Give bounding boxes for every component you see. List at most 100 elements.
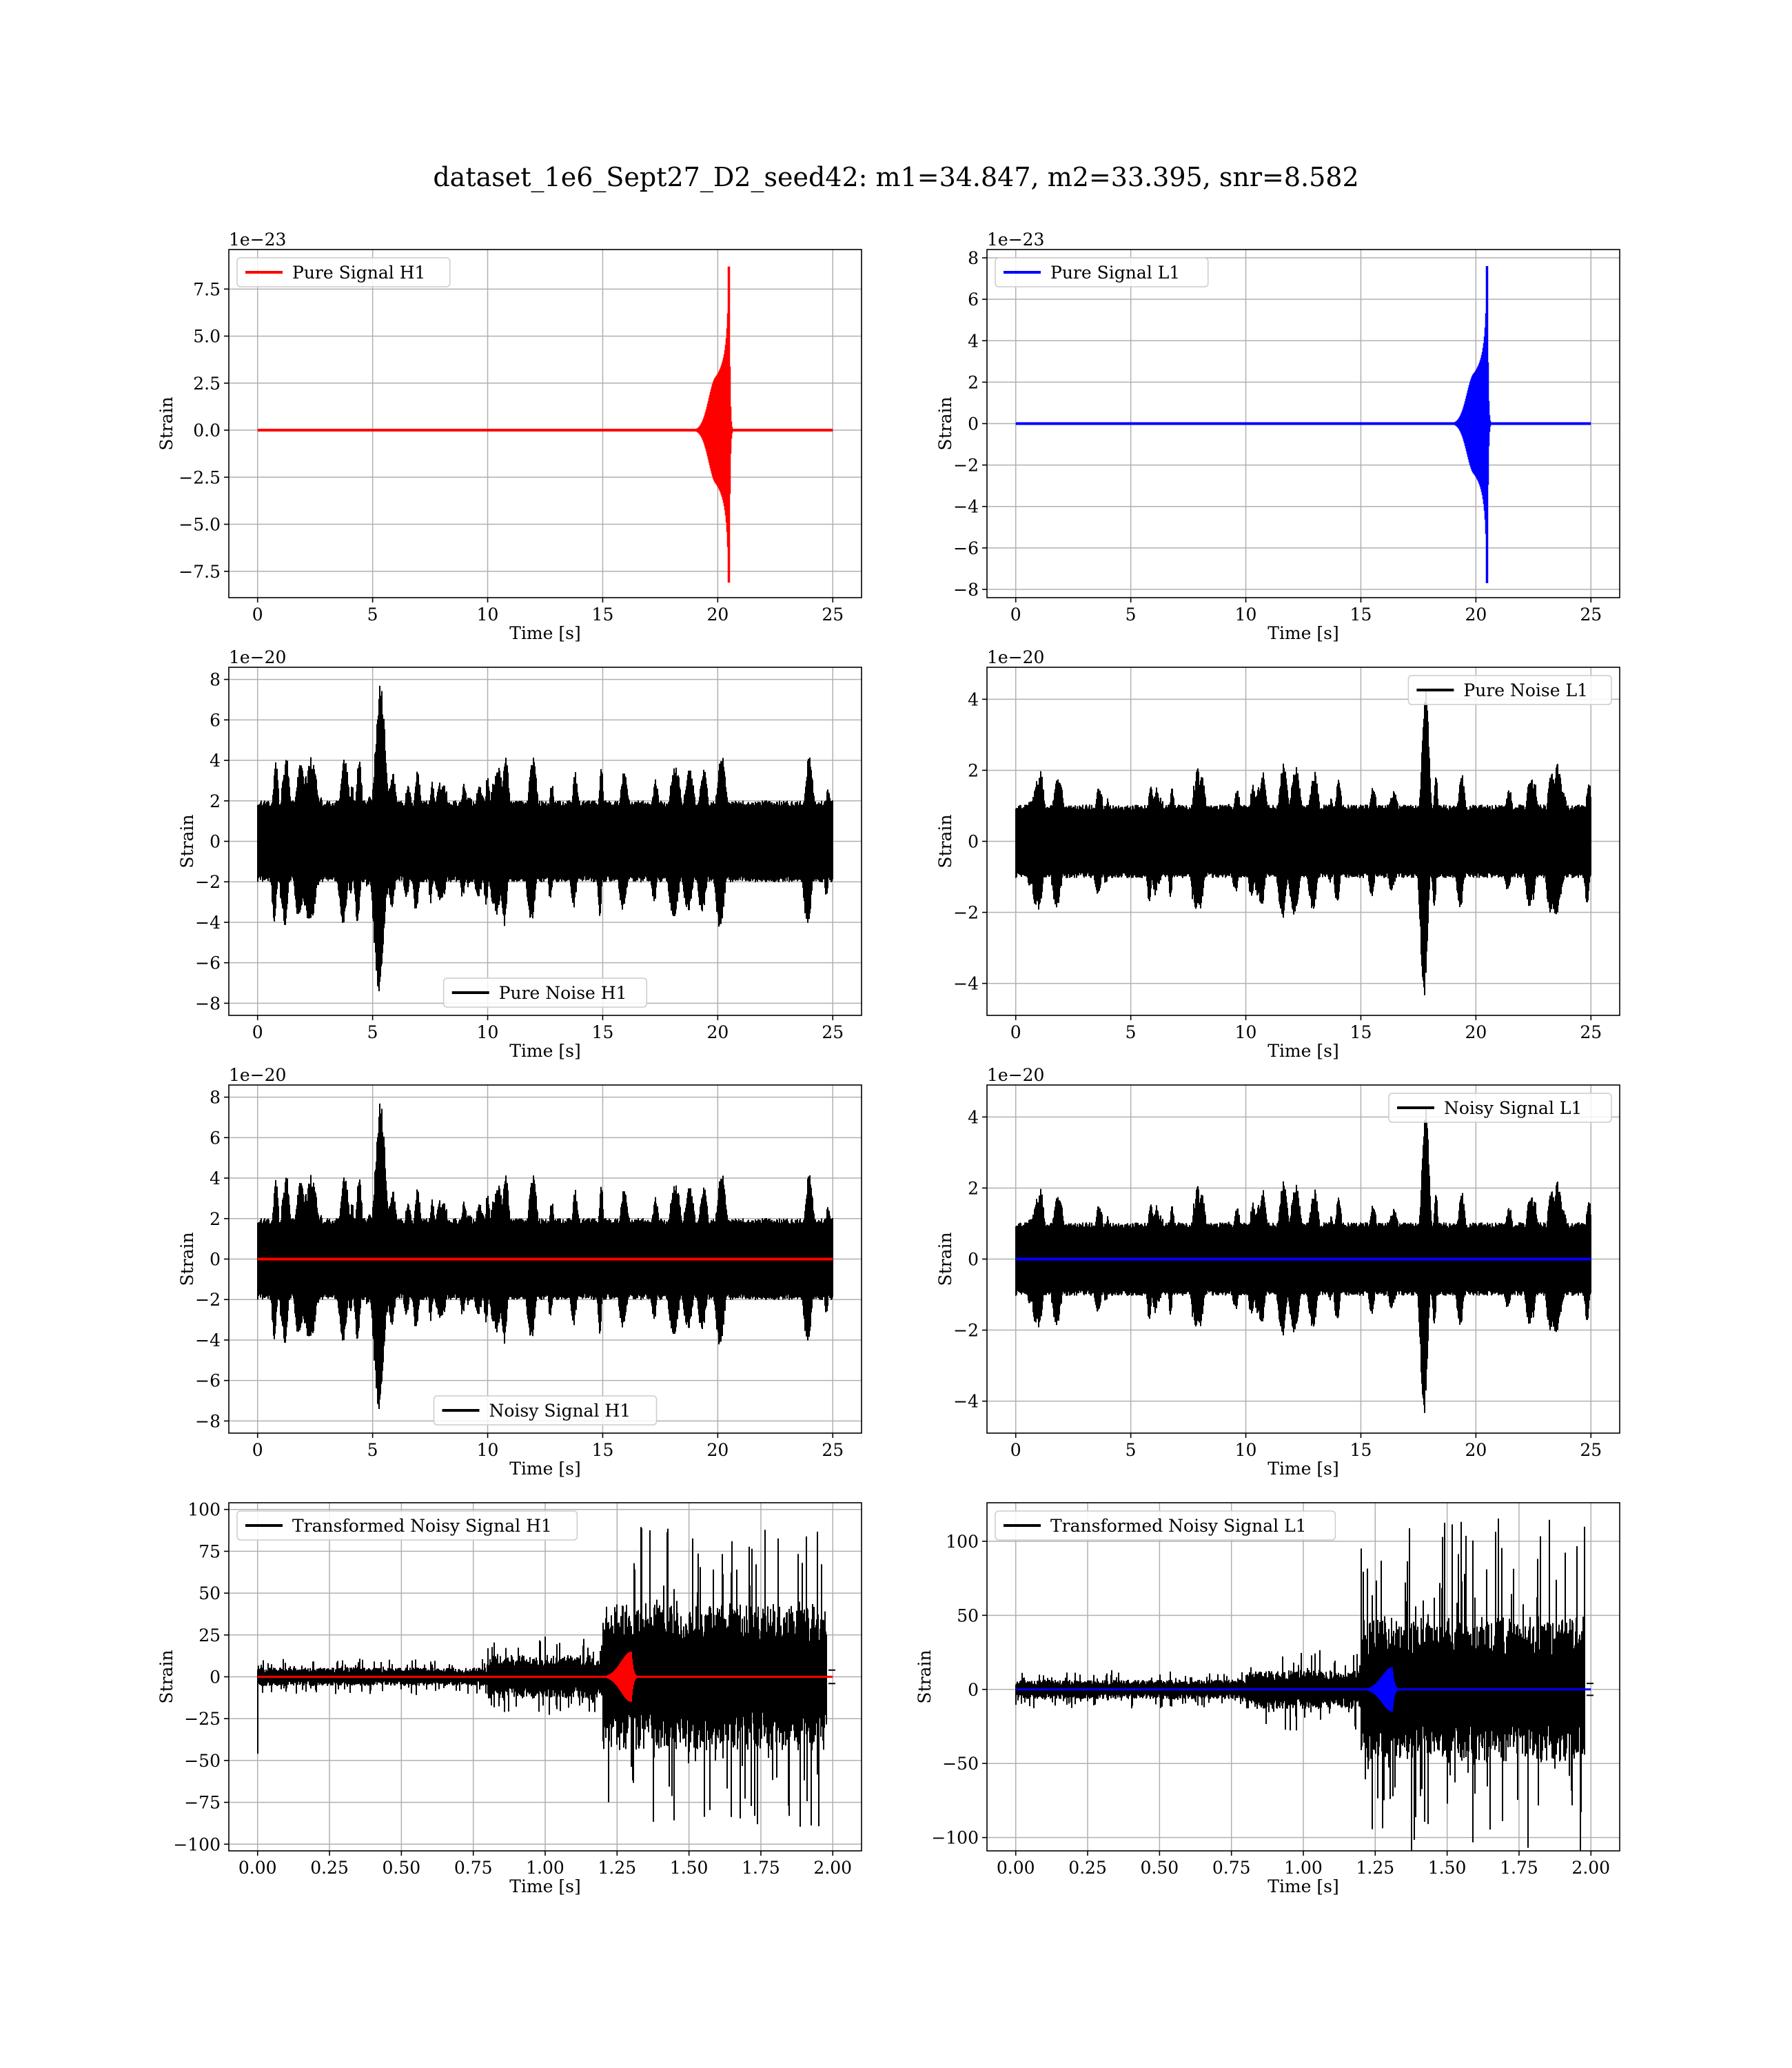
chirp-waveform xyxy=(682,266,735,583)
y-tick-label: 2 xyxy=(968,760,979,780)
y-tick-label: −2 xyxy=(195,872,221,892)
axes-pure-noise-h1: 0 5 10 15 20 25 −8 −6 −4 −2 0 2 4 6 8 Time [s] Strain 1e−… xyxy=(177,647,862,1061)
x-tick-label: 20 xyxy=(1465,1022,1487,1042)
y-tick-label: −6 xyxy=(953,538,979,558)
legend: Pure Noise H1 xyxy=(442,977,648,1008)
x-tick-label: 10 xyxy=(1235,1440,1257,1460)
plot-area xyxy=(1015,266,1591,583)
legend: Pure Noise L1 xyxy=(1407,675,1612,705)
y-tick-label: 0 xyxy=(968,1680,979,1700)
y-tick-label: −4 xyxy=(195,1330,221,1350)
x-tick-label: 5 xyxy=(1126,1440,1137,1460)
axes-pure-signal-l1: 0 5 10 15 20 25 −8 −6 −4 −2 0 2 4 6 8 Time [s] Strain 1e−… xyxy=(935,230,1620,643)
x-tick-label: 1.50 xyxy=(670,1858,709,1878)
x-tick-label: 1.25 xyxy=(1356,1858,1394,1878)
x-tick-label: 15 xyxy=(1350,1022,1372,1042)
x-tick-label: 0 xyxy=(1010,1440,1021,1460)
y-axis-label: Strain xyxy=(177,1232,197,1286)
y-tick-label: 100 xyxy=(946,1532,979,1552)
x-tick-label: 20 xyxy=(706,1022,729,1042)
y-tick-label: 0 xyxy=(968,832,979,852)
y-tick-label: −100 xyxy=(931,1828,979,1848)
y-tick-label: −4 xyxy=(195,913,221,933)
y-tick-label: −2.5 xyxy=(179,467,221,487)
y-tick-label: −5.0 xyxy=(179,515,221,535)
y-tick-label: 5.0 xyxy=(193,327,221,347)
y-axis-label: Strain xyxy=(915,1650,935,1703)
y-tick-label: 6 xyxy=(210,710,221,730)
chirp-waveform xyxy=(1445,266,1494,583)
axes-frame xyxy=(228,249,862,598)
legend: Transformed Noisy Signal H1 xyxy=(236,1510,578,1541)
legend: Pure Signal L1 xyxy=(995,257,1209,287)
axes-transformed-noisy-signal-l1: 0.00 0.25 0.50 0.75 1.00 1.25 1.50 1.75 2.00 −100… xyxy=(915,1502,1620,1896)
legend: Transformed Noisy Signal L1 xyxy=(995,1510,1336,1541)
y-axis-label: Strain xyxy=(156,396,176,450)
x-tick-label: 0.00 xyxy=(997,1858,1035,1878)
axes-pure-signal-h1: 0 5 10 15 20 25 −7.5 −5.0 −2.5 0.0 2.5 5.0 7.5 Time [… xyxy=(156,230,862,643)
y-tick-label: −2 xyxy=(953,903,979,923)
x-tick-label: 1.25 xyxy=(598,1858,636,1878)
x-tick-label: 10 xyxy=(1235,605,1257,625)
y-tick-label: −8 xyxy=(953,580,979,600)
x-tick-label: 0.25 xyxy=(1068,1858,1107,1878)
x-tick-label: 25 xyxy=(822,1440,844,1460)
y-tick-label: −25 xyxy=(184,1709,221,1729)
x-tick-label: 0.25 xyxy=(310,1858,349,1878)
legend-label: Noisy Signal L1 xyxy=(1444,1098,1582,1118)
x-tick-label: 25 xyxy=(822,605,844,625)
x-tick-label: 2.00 xyxy=(1571,1858,1610,1878)
y-tick-label: 4 xyxy=(968,689,979,709)
plot-area xyxy=(257,685,833,991)
y-tick-label: −2 xyxy=(953,456,979,476)
x-tick-label: 0.00 xyxy=(238,1858,277,1878)
y-tick-label: 8 xyxy=(210,670,221,690)
x-tick-label: 1.00 xyxy=(526,1858,564,1878)
axis-offset-label: 1e−20 xyxy=(987,647,1044,667)
x-axis-label: Time [s] xyxy=(509,623,580,643)
x-tick-label: 0.50 xyxy=(383,1858,421,1878)
y-tick-label: −2 xyxy=(953,1321,979,1341)
figure-suptitle: dataset_1e6_Sept27_D2_seed42: m1=34.847,… xyxy=(433,162,1358,193)
x-tick-label: 20 xyxy=(706,1440,729,1460)
y-tick-label: 2 xyxy=(968,372,979,392)
y-tick-label: −7.5 xyxy=(179,562,221,582)
y-tick-label: 50 xyxy=(198,1583,221,1603)
noise-waveform xyxy=(257,1103,833,1409)
x-axis-label: Time [s] xyxy=(1267,1876,1338,1896)
legend-box xyxy=(236,1510,578,1541)
x-tick-label: 10 xyxy=(477,1022,499,1042)
y-tick-label: −4 xyxy=(953,974,979,994)
axis-offset-label: 1e−20 xyxy=(229,647,286,667)
legend: Noisy Signal H1 xyxy=(433,1395,658,1426)
legend-box xyxy=(442,977,648,1008)
axis-offset-label: 1e−23 xyxy=(229,230,286,250)
y-tick-label: 6 xyxy=(968,290,979,310)
x-tick-label: 1.75 xyxy=(742,1858,780,1878)
y-tick-label: −2 xyxy=(195,1290,221,1310)
x-tick-label: 5 xyxy=(367,1022,378,1042)
x-tick-label: 0 xyxy=(1010,1022,1021,1042)
legend-box xyxy=(1407,675,1612,705)
y-tick-label: 50 xyxy=(957,1605,979,1625)
x-tick-label: 25 xyxy=(1580,1440,1602,1460)
x-tick-label: 15 xyxy=(1350,1440,1372,1460)
legend: Noisy Signal L1 xyxy=(1388,1093,1612,1123)
y-tick-label: 2 xyxy=(210,791,221,811)
x-tick-label: 10 xyxy=(477,605,499,625)
x-tick-label: 0 xyxy=(1010,605,1021,625)
legend-label: Pure Signal H1 xyxy=(292,263,425,283)
plot-area xyxy=(257,1103,833,1409)
axes-noisy-signal-h1: 0 5 10 15 20 25 −8 −6 −4 −2 0 2 4 6 8 Time [s] Strain 1e−… xyxy=(177,1065,862,1479)
y-tick-label: −50 xyxy=(184,1751,221,1771)
legend-label: Transformed Noisy Signal H1 xyxy=(292,1516,552,1536)
x-tick-label: 10 xyxy=(477,1440,499,1460)
y-tick-label: 4 xyxy=(968,331,979,351)
x-tick-label: 20 xyxy=(1465,605,1487,625)
plot-area xyxy=(1015,1106,1591,1413)
noise-waveform xyxy=(1015,689,1591,995)
y-tick-label: −4 xyxy=(953,1392,979,1412)
y-tick-label: 6 xyxy=(210,1128,221,1148)
x-tick-label: 20 xyxy=(1465,1440,1487,1460)
